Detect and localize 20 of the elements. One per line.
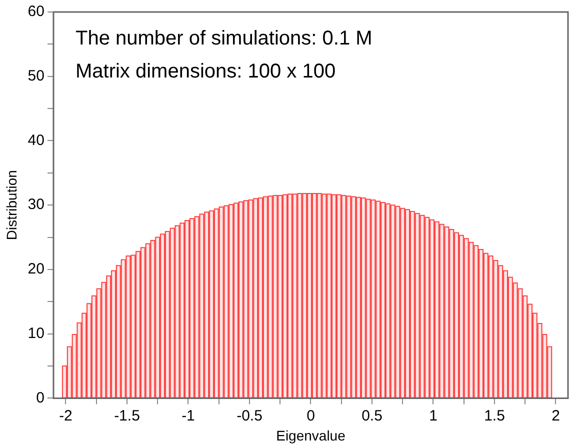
y-tick-label: 50 xyxy=(28,68,44,85)
x-tick-label: 0.5 xyxy=(362,407,382,424)
x-tick-label: 1.5 xyxy=(484,407,505,424)
annotation: Matrix dimensions: 100 x 100 xyxy=(75,60,336,83)
x-tick-label: -0.5 xyxy=(236,407,262,424)
x-tick-label: -1 xyxy=(182,407,195,424)
y-tick-label: 10 xyxy=(28,324,44,342)
y-tick-label: 20 xyxy=(28,260,44,278)
x-tick-label: -2 xyxy=(59,407,72,424)
x-tick-label: -1.5 xyxy=(114,407,140,424)
x-tick-label: 2 xyxy=(552,407,560,424)
y-tick-label: 60 xyxy=(28,3,44,20)
y-tick-label: 40 xyxy=(28,132,44,149)
annotation: The number of simulations: 0.1 M xyxy=(75,28,372,50)
x-tick-label: 1 xyxy=(429,407,438,424)
x-tick-label: 0 xyxy=(306,407,315,424)
y-tick-label: 0 xyxy=(36,389,44,406)
x-axis-title: Eigenvalue xyxy=(276,427,346,444)
y-axis-title: Distribution xyxy=(3,170,20,240)
y-tick-label: 30 xyxy=(28,196,44,214)
